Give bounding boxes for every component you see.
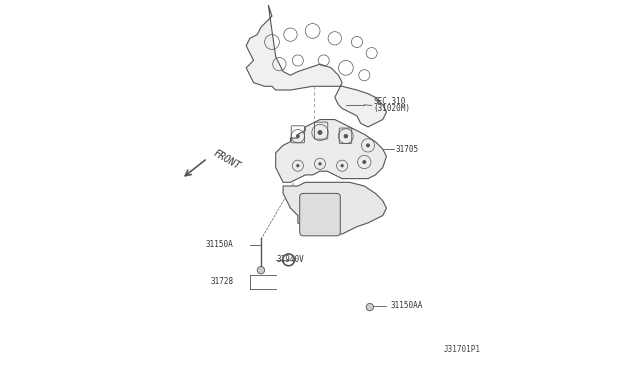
Text: J31701P1: J31701P1 [444, 345, 481, 354]
Polygon shape [283, 182, 387, 234]
Text: 31150AA: 31150AA [390, 301, 422, 311]
Circle shape [362, 160, 366, 164]
Circle shape [318, 162, 322, 166]
Text: 31150A: 31150A [205, 240, 233, 249]
Text: (31020M): (31020M) [374, 104, 410, 113]
Circle shape [340, 164, 344, 167]
Polygon shape [276, 119, 387, 182]
Text: 31728: 31728 [210, 278, 233, 286]
Text: 31940V: 31940V [277, 255, 305, 264]
Text: FRONT: FRONT [211, 148, 241, 171]
Circle shape [296, 164, 300, 167]
Polygon shape [246, 5, 387, 127]
Circle shape [317, 130, 323, 135]
FancyBboxPatch shape [300, 193, 340, 236]
Circle shape [366, 143, 370, 147]
Text: 31705: 31705 [396, 145, 419, 154]
Text: SEC.310: SEC.310 [374, 97, 406, 106]
Circle shape [257, 266, 264, 274]
Circle shape [344, 134, 348, 138]
Circle shape [296, 134, 300, 138]
Circle shape [366, 304, 374, 311]
